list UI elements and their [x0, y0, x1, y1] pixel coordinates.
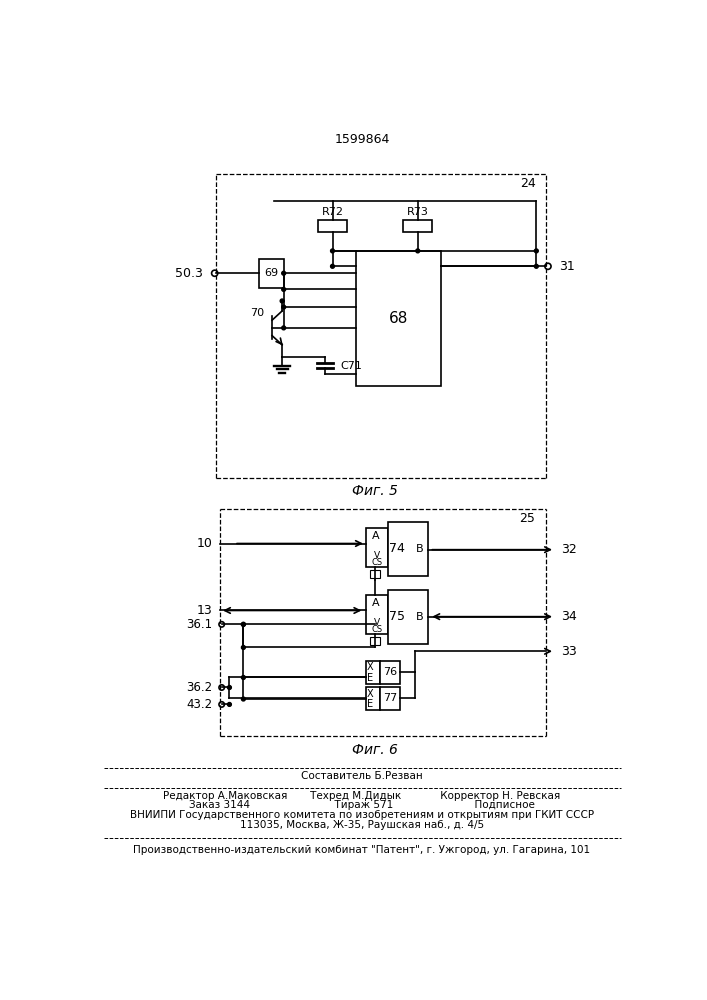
Text: 77: 77: [382, 693, 397, 703]
Text: 25: 25: [519, 512, 534, 525]
Text: 31: 31: [559, 260, 575, 273]
Circle shape: [534, 264, 538, 268]
Bar: [366, 661, 380, 684]
Text: 36.2: 36.2: [186, 681, 212, 694]
Text: 43.2: 43.2: [186, 698, 212, 711]
Text: 69: 69: [264, 268, 279, 278]
Bar: [380, 687, 400, 710]
Text: A: A: [372, 531, 380, 541]
Text: 1599864: 1599864: [334, 133, 390, 146]
Text: 32: 32: [561, 543, 577, 556]
Text: 33: 33: [561, 645, 577, 658]
Text: Фиг. 6: Фиг. 6: [352, 743, 398, 757]
Text: B: B: [416, 612, 424, 622]
Text: 70: 70: [250, 308, 264, 318]
Circle shape: [241, 622, 245, 626]
Text: 36.1: 36.1: [186, 618, 212, 631]
Circle shape: [281, 326, 286, 330]
Circle shape: [228, 686, 231, 689]
Text: R72: R72: [322, 207, 344, 217]
Text: 50.3: 50.3: [175, 267, 203, 280]
Text: Заказ 3144                          Тираж 571                         Подписное: Заказ 3144 Тираж 571 Подписное: [189, 800, 535, 810]
Bar: [317, 220, 347, 232]
Bar: [370, 570, 380, 578]
Text: A: A: [372, 598, 380, 608]
Circle shape: [241, 676, 245, 679]
Circle shape: [241, 622, 245, 626]
Bar: [380, 661, 400, 684]
Circle shape: [281, 305, 286, 309]
Bar: [403, 220, 433, 232]
Circle shape: [281, 271, 286, 275]
Circle shape: [416, 249, 420, 253]
Text: 10: 10: [197, 537, 212, 550]
Text: B: B: [416, 544, 424, 554]
Circle shape: [241, 646, 245, 649]
Text: 13: 13: [197, 604, 212, 617]
Bar: [366, 528, 387, 567]
Text: 74: 74: [389, 542, 405, 555]
Circle shape: [280, 299, 284, 303]
Bar: [366, 595, 387, 634]
Bar: [259, 259, 284, 288]
Text: X: X: [366, 689, 373, 699]
Bar: [387, 590, 428, 644]
Text: 75: 75: [389, 610, 405, 623]
Text: R73: R73: [407, 207, 428, 217]
Text: ВНИИПИ Государственного комитета по изобретениям и открытиям при ГКИТ СССР: ВНИИПИ Государственного комитета по изоб…: [130, 810, 594, 820]
Text: 68: 68: [389, 311, 408, 326]
Circle shape: [241, 697, 245, 701]
Circle shape: [331, 264, 334, 268]
Text: X: X: [366, 662, 373, 672]
Text: 24: 24: [520, 177, 537, 190]
Circle shape: [281, 287, 286, 291]
Text: 76: 76: [382, 667, 397, 677]
Circle shape: [331, 249, 334, 253]
Circle shape: [534, 249, 538, 253]
Text: CS: CS: [371, 625, 382, 634]
Text: E: E: [367, 699, 373, 709]
Text: C71: C71: [340, 361, 362, 371]
Text: V: V: [373, 551, 380, 560]
Bar: [387, 522, 428, 576]
Text: Производственно-издательский комбинат "Патент", г. Ужгород, ул. Гагарина, 101: Производственно-издательский комбинат "П…: [134, 845, 590, 855]
Bar: [370, 637, 380, 645]
Bar: [366, 687, 380, 710]
Text: Составитель Б.Резван: Составитель Б.Резван: [301, 771, 423, 781]
Text: Фиг. 5: Фиг. 5: [352, 484, 398, 498]
Text: V: V: [373, 618, 380, 627]
Text: E: E: [367, 673, 373, 683]
Text: 113035, Москва, Ж-35, Раушская наб., д. 4/5: 113035, Москва, Ж-35, Раушская наб., д. …: [240, 820, 484, 830]
Text: Редактор А.Маковская       Техред М.Дидык            Корректор Н. Ревская: Редактор А.Маковская Техред М.Дидык Корр…: [163, 791, 561, 801]
Bar: [356, 251, 441, 386]
Text: 34: 34: [561, 610, 577, 623]
Circle shape: [228, 703, 231, 706]
Text: CS: CS: [371, 558, 382, 567]
